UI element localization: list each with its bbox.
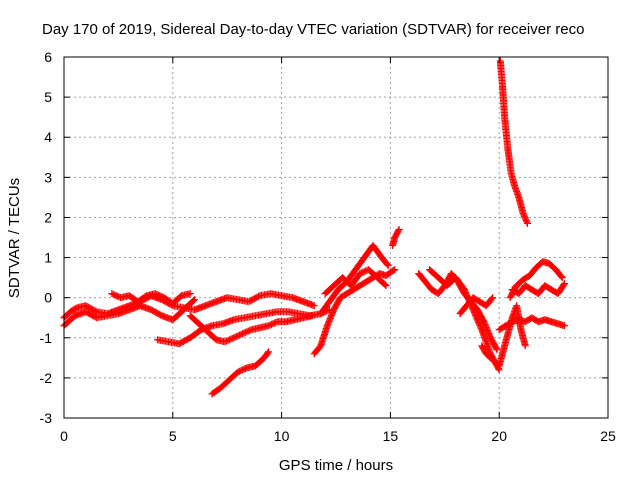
y-tick-label: -3 xyxy=(40,410,53,426)
series-track-13 xyxy=(456,294,497,318)
data-point xyxy=(523,219,531,227)
y-tick-label: 6 xyxy=(44,49,52,65)
y-tick-label: 0 xyxy=(44,290,52,306)
data-point xyxy=(395,225,403,233)
data-point xyxy=(186,290,194,298)
series-track-3 xyxy=(108,290,194,308)
x-tick-labels: 0 5 10 15 20 25 xyxy=(60,428,616,444)
data-point xyxy=(308,312,316,320)
data-point xyxy=(560,322,568,330)
x-axis-label: GPS time / hours xyxy=(279,457,393,474)
series-track-8 xyxy=(317,242,392,318)
y-tick-label: 5 xyxy=(44,89,52,105)
series-track-14 xyxy=(496,57,531,227)
x-tick-label: 15 xyxy=(383,428,399,444)
series-track-2 xyxy=(60,296,199,330)
data-point xyxy=(523,218,531,226)
y-tick-label: -1 xyxy=(40,330,53,346)
plot-frame xyxy=(63,56,609,419)
x-tick-label: 10 xyxy=(274,428,290,444)
data-point xyxy=(521,342,529,350)
x-tick-label: 25 xyxy=(600,428,616,444)
series-track-17 xyxy=(508,280,568,298)
data-point xyxy=(191,296,199,304)
chart-title: Day 170 of 2019, Sidereal Day-to-day VTE… xyxy=(42,21,584,38)
y-tick-label: 3 xyxy=(44,169,52,185)
series-track-10 xyxy=(389,225,403,250)
data-point xyxy=(264,349,272,357)
data-point xyxy=(558,274,566,282)
data-point xyxy=(383,260,391,268)
data-points xyxy=(60,57,568,398)
data-point xyxy=(492,344,500,352)
data-point xyxy=(381,281,389,289)
series-track-5 xyxy=(186,312,316,346)
y-tick-label: 4 xyxy=(44,129,52,145)
data-point xyxy=(560,280,568,288)
y-tick-label: -2 xyxy=(40,370,53,386)
series-track-7 xyxy=(310,266,399,358)
series-track-18 xyxy=(478,302,529,370)
data-point xyxy=(391,266,399,274)
series-track-6 xyxy=(208,348,273,398)
y-tick-label: 2 xyxy=(44,209,52,225)
data-point xyxy=(488,295,496,303)
data-point xyxy=(382,282,390,290)
series-track-16 xyxy=(506,258,566,302)
series-track-9 xyxy=(321,266,390,298)
axis-ticks xyxy=(63,56,609,419)
grid xyxy=(64,57,608,418)
data-point xyxy=(493,346,501,354)
x-tick-label: 0 xyxy=(60,428,68,444)
data-point xyxy=(265,348,273,356)
data-point xyxy=(477,324,485,332)
x-tick-label: 20 xyxy=(491,428,507,444)
data-point xyxy=(384,262,392,270)
data-point xyxy=(489,294,497,302)
y-tick-label: 1 xyxy=(44,250,52,266)
x-tick-label: 5 xyxy=(169,428,177,444)
y-axis-label: SDTVAR / TECUs xyxy=(6,178,23,298)
data-point xyxy=(560,281,568,289)
data-point xyxy=(310,302,318,310)
data-point xyxy=(189,297,197,305)
data-point xyxy=(394,227,402,235)
series-track-4 xyxy=(154,306,333,348)
data-point xyxy=(390,266,398,274)
data-point xyxy=(557,272,565,280)
y-tick-labels: -3 -2 -1 0 1 2 3 4 5 6 xyxy=(40,49,53,426)
